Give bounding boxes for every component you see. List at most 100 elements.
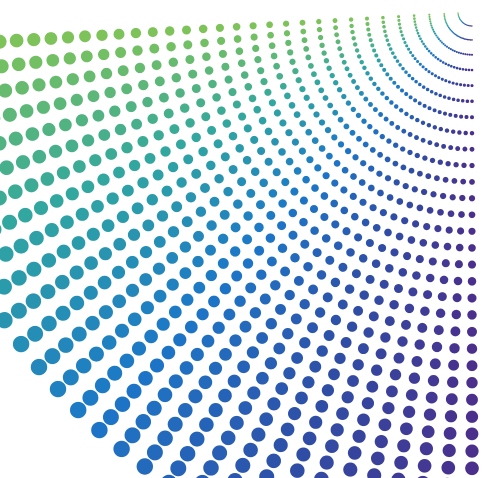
halftone-dot — [41, 253, 57, 268]
halftone-dot — [455, 50, 458, 54]
halftone-dot — [127, 228, 141, 241]
halftone-dot — [0, 160, 14, 175]
halftone-dot — [260, 78, 268, 86]
halftone-dot — [372, 107, 378, 113]
halftone-dot — [452, 31, 455, 34]
halftone-dot — [386, 385, 398, 398]
halftone-dot — [336, 407, 349, 420]
halftone-dot — [96, 29, 108, 41]
halftone-dot — [18, 207, 33, 223]
halftone-dot — [53, 97, 67, 110]
halftone-dot — [363, 96, 369, 102]
halftone-dot — [273, 62, 280, 70]
halftone-dot — [465, 461, 479, 476]
halftone-dot — [366, 380, 379, 393]
halftone-dot — [468, 195, 476, 202]
halftone-dot — [407, 236, 416, 244]
halftone-dot — [201, 334, 215, 348]
halftone-dot — [244, 82, 253, 91]
halftone-dot — [462, 37, 465, 40]
halftone-dot — [221, 62, 230, 71]
halftone-dot — [424, 67, 428, 71]
halftone-dot — [427, 49, 431, 53]
halftone-dot — [285, 157, 294, 166]
halftone-dot — [397, 22, 402, 26]
halftone-dot — [352, 429, 366, 443]
halftone-dot — [278, 199, 287, 208]
halftone-dot — [15, 80, 29, 95]
halftone-dot — [357, 343, 369, 355]
halftone-dot — [250, 167, 260, 176]
halftone-dot — [168, 374, 183, 389]
halftone-dot — [8, 184, 23, 199]
halftone-dot — [388, 47, 393, 51]
halftone-dot — [432, 125, 438, 130]
halftone-dot — [371, 364, 383, 376]
halftone-dot — [444, 19, 447, 22]
halftone-dot — [415, 117, 420, 123]
halftone-dot — [219, 209, 230, 220]
halftone-dot — [196, 308, 209, 321]
halftone-dot — [471, 25, 473, 27]
halftone-dot — [435, 34, 438, 37]
halftone-dot — [425, 47, 429, 51]
halftone-dot — [466, 38, 469, 41]
halftone-dot — [341, 166, 349, 174]
halftone-dot — [393, 55, 397, 59]
halftone-dot — [466, 360, 478, 372]
halftone-dot — [161, 345, 176, 360]
halftone-dot — [467, 260, 477, 269]
halftone-dot — [444, 410, 458, 423]
halftone-dot — [124, 427, 141, 444]
halftone-dot — [437, 208, 444, 216]
halftone-dot — [271, 137, 279, 146]
halftone-dot — [386, 138, 392, 144]
halftone-dot — [395, 59, 400, 63]
halftone-dot — [311, 137, 319, 144]
halftone-dot — [330, 199, 339, 208]
halftone-dot — [91, 421, 108, 439]
halftone-dot — [387, 42, 391, 47]
halftone-dot — [360, 160, 367, 167]
halftone-dot — [403, 40, 407, 45]
halftone-dot — [279, 119, 287, 127]
halftone-dot — [393, 179, 400, 186]
halftone-dot — [259, 412, 274, 427]
halftone-dot — [202, 52, 211, 61]
halftone-dot — [266, 210, 276, 220]
halftone-dot — [248, 94, 257, 103]
halftone-dot — [469, 162, 475, 169]
halftone-dot — [126, 383, 142, 399]
halftone-dot — [389, 299, 399, 310]
halftone-dot — [350, 173, 357, 180]
halftone-dot — [83, 70, 96, 83]
halftone-dot — [232, 22, 241, 31]
halftone-dot — [181, 25, 192, 35]
halftone-dot — [447, 25, 449, 27]
halftone-dot — [176, 177, 187, 188]
halftone-dot — [267, 31, 274, 39]
halftone-dot — [233, 199, 243, 209]
halftone-dot — [2, 107, 17, 122]
halftone-dot — [322, 292, 333, 303]
halftone-dot — [254, 56, 262, 64]
halftone-dot — [443, 15, 446, 18]
halftone-dot — [250, 135, 259, 144]
halftone-dot — [439, 192, 447, 200]
halftone-dot — [382, 67, 387, 72]
halftone-dot — [140, 301, 154, 315]
halftone-dot — [361, 397, 375, 410]
halftone-dot — [468, 227, 476, 235]
halftone-dot — [198, 24, 208, 34]
halftone-dot — [243, 442, 258, 458]
halftone-dot — [203, 460, 219, 476]
halftone-dot — [354, 233, 363, 242]
halftone-dot — [228, 164, 238, 175]
halftone-dot — [468, 211, 476, 219]
halftone-dot — [384, 228, 392, 237]
halftone-dot — [49, 144, 63, 158]
halftone-dot — [401, 217, 409, 225]
halftone-dot — [158, 92, 169, 103]
halftone-dot — [453, 32, 456, 35]
halftone-dot — [379, 209, 387, 217]
